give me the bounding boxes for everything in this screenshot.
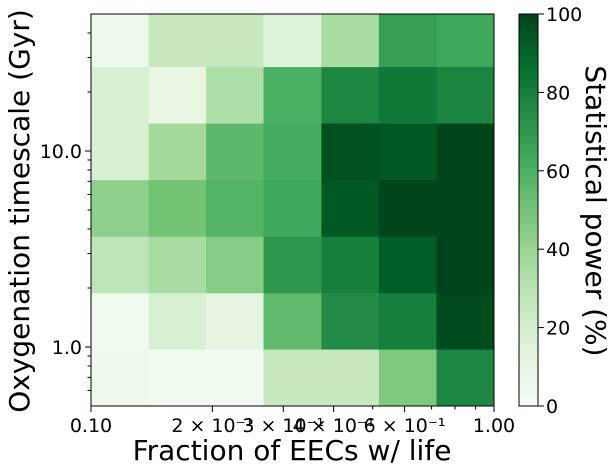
colorbar-tick-label-1: 20 xyxy=(546,318,570,340)
heatmap-cell-r5-c2 xyxy=(206,293,265,351)
heatmap-cell-r2-c2 xyxy=(206,123,265,181)
heatmap-cell-r2-c5 xyxy=(378,123,438,181)
heatmap-cell-r0-c0 xyxy=(91,14,150,68)
x-tick-label-5: 1.00 xyxy=(473,415,515,437)
heatmap-cell-r1-c4 xyxy=(321,67,380,125)
heatmap-cell-r6-c5 xyxy=(378,349,438,407)
heatmap-cell-r3-c4 xyxy=(321,180,380,238)
heatmap-cell-r1-c2 xyxy=(206,67,265,125)
colorbar-tick-label-3: 60 xyxy=(546,161,570,183)
heatmap-cell-r4-c3 xyxy=(263,236,322,294)
heatmap-cell-r2-c3 xyxy=(263,123,322,181)
heatmap-cell-r4-c0 xyxy=(91,236,150,294)
heatmap-cell-r2-c4 xyxy=(321,123,380,181)
heatmap-cell-r5-c1 xyxy=(148,293,207,351)
heatmap-cell-r4-c2 xyxy=(206,236,265,294)
x-tick-label-1: 2 × 10⁻¹ xyxy=(171,415,253,437)
colorbar xyxy=(518,13,539,407)
heatmap-cell-r0-c3 xyxy=(263,14,322,68)
colorbar-label: Statistical power (%) xyxy=(579,65,612,356)
colorbar-tick-label-0: 0 xyxy=(546,396,558,418)
y-tick-label-0: 1.0 xyxy=(52,337,82,359)
heatmap-cell-r4-c6 xyxy=(436,236,495,294)
heatmap-cell-r6-c2 xyxy=(206,349,265,407)
heatmap-cell-r2-c1 xyxy=(148,123,207,181)
heatmap-cell-r3-c5 xyxy=(378,180,438,238)
heatmap-cell-r1-c0 xyxy=(91,67,150,125)
heatmap-cell-r0-c6 xyxy=(436,14,495,68)
heatmap-cell-r6-c6 xyxy=(436,349,495,407)
heatmap-cell-r5-c6 xyxy=(436,293,495,351)
heatmap-cell-r0-c1 xyxy=(148,14,207,68)
heatmap-cell-r2-c0 xyxy=(91,123,150,181)
heatmap-cell-r4-c1 xyxy=(148,236,207,294)
x-tick-label-4: 6 × 10⁻¹ xyxy=(364,415,446,437)
heatmap-cell-r2-c6 xyxy=(436,123,495,181)
heatmap-cell-r3-c6 xyxy=(436,180,495,238)
heatmap-cell-r1-c3 xyxy=(263,67,322,125)
colorbar-axis: 0 20 40 60 80 100 xyxy=(538,4,582,418)
x-axis: 0.10 2 × 10⁻¹3 × 10⁻¹4 × 10⁻¹6 × 10⁻¹ 1.00 xyxy=(70,406,515,437)
x-tick-label-3: 4 × 10⁻¹ xyxy=(293,415,375,437)
heatmap-cell-r1-c5 xyxy=(378,67,438,125)
heatmap-cell-r6-c3 xyxy=(263,349,322,407)
heatmap-cell-r1-c6 xyxy=(436,67,495,125)
heatmap-cell-r3-c2 xyxy=(206,180,265,238)
heatmap-cell-r4-c5 xyxy=(378,236,438,294)
colorbar-tick-label-2: 40 xyxy=(546,239,570,261)
y-axis: 1.0 10.0 xyxy=(40,32,91,391)
heatmap-cell-r6-c0 xyxy=(91,349,150,407)
x-axis-label: Fraction of EECs w/ life xyxy=(133,434,452,467)
heatmap-cell-r5-c5 xyxy=(378,293,438,351)
heatmap-cell-r4-c4 xyxy=(321,236,380,294)
heatmap-cell-r5-c4 xyxy=(321,293,380,351)
x-tick-label-0: 0.10 xyxy=(70,415,112,437)
y-tick-label-1: 10.0 xyxy=(40,141,82,163)
heatmap-cell-r5-c3 xyxy=(263,293,322,351)
heatmap-cell-r5-c0 xyxy=(91,293,150,351)
heatmap-cells xyxy=(91,14,495,407)
heatmap-cell-r0-c4 xyxy=(321,14,380,68)
colorbar-tick-label-5: 100 xyxy=(546,4,582,26)
heatmap-cell-r0-c5 xyxy=(378,14,438,68)
y-axis-label: Oxygenation timescale (Gyr) xyxy=(3,9,36,413)
x-tick-label-2: 3 × 10⁻¹ xyxy=(242,415,324,437)
heatmap-cell-r3-c1 xyxy=(148,180,207,238)
heatmap-cell-r3-c0 xyxy=(91,180,150,238)
heatmap-cell-r1-c1 xyxy=(148,67,207,125)
heatmap-cell-r3-c3 xyxy=(263,180,322,238)
heatmap-cell-r6-c4 xyxy=(321,349,380,407)
colorbar-tick-label-4: 80 xyxy=(546,82,570,104)
heatmap-cell-r0-c2 xyxy=(206,14,265,68)
heatmap-cell-r6-c1 xyxy=(148,349,207,407)
